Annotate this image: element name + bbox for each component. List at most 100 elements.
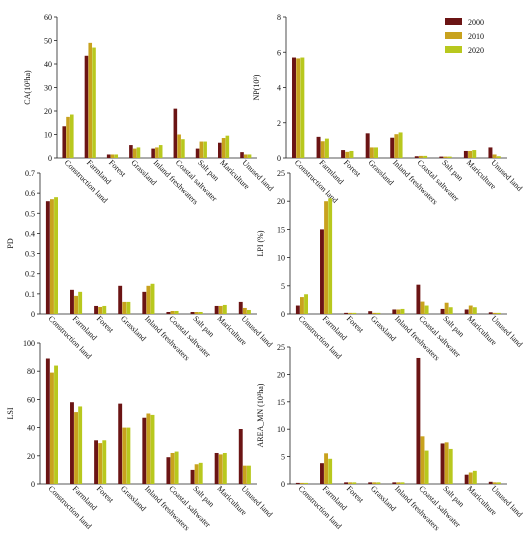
- bar-2000: [439, 156, 444, 158]
- bar-2000: [166, 457, 171, 484]
- bar-2010: [50, 372, 54, 484]
- bar-2020: [70, 114, 74, 158]
- bar-2010: [348, 312, 353, 314]
- bar-2020: [423, 155, 428, 158]
- category-label: Inland freshwaters: [143, 314, 191, 362]
- bar-2000: [416, 284, 421, 314]
- y-tick-label: 100: [23, 339, 35, 348]
- bar-2020: [126, 301, 131, 314]
- y-tick-label: 0.7: [25, 169, 35, 178]
- bar-2010: [146, 413, 151, 484]
- y-tick-label: 80: [27, 367, 35, 376]
- bar-2020: [472, 307, 477, 314]
- bar-2000: [316, 136, 321, 158]
- category-label: Construction land: [293, 158, 340, 205]
- bar-2010: [345, 151, 350, 158]
- y-axis-label: LSI: [6, 407, 15, 419]
- bar-2020: [496, 156, 501, 158]
- bar-2020: [472, 470, 477, 484]
- bar-2010: [242, 465, 247, 484]
- bar-2010: [320, 141, 325, 158]
- bar-2010: [324, 453, 329, 484]
- bar-2010: [98, 443, 103, 484]
- bar-2010: [122, 427, 127, 484]
- bar-2020: [496, 312, 501, 314]
- bar-2020: [247, 154, 252, 158]
- bar-2010: [66, 116, 70, 158]
- y-tick-label: 0: [281, 480, 285, 489]
- y-tick-label: 0.6: [25, 189, 35, 198]
- bar-2000: [70, 289, 74, 314]
- y-tick-label: 0: [31, 480, 35, 489]
- bar-2010: [110, 154, 115, 158]
- bar-2020: [304, 482, 308, 484]
- bar-2010: [218, 305, 223, 314]
- bar-2020: [304, 294, 308, 314]
- bar-2010: [372, 482, 377, 484]
- bar-2020: [150, 414, 155, 484]
- bar-2020: [448, 448, 453, 484]
- bar-2010: [418, 155, 423, 158]
- category-label: Construction land: [47, 314, 94, 361]
- y-tick-label: 25: [277, 169, 285, 178]
- bar-2000: [414, 156, 419, 158]
- bar-2000: [488, 481, 493, 484]
- bar-2000: [292, 57, 296, 158]
- y-tick-label: 15: [277, 225, 285, 234]
- bar-2000: [195, 148, 200, 158]
- bar-2010: [218, 454, 223, 484]
- y-tick-label: 60: [44, 13, 52, 22]
- bar-2000: [62, 126, 67, 158]
- bar-2020: [472, 150, 477, 158]
- legend-label: 2020: [468, 46, 484, 55]
- bar-2010: [443, 156, 448, 158]
- bar-2020: [203, 141, 207, 158]
- bar-2010: [146, 285, 151, 314]
- bar-2020: [78, 406, 83, 484]
- y-tick-label: 0.2: [25, 270, 35, 279]
- bar-2010: [372, 312, 377, 314]
- bar-2000: [440, 308, 445, 314]
- bar-2010: [468, 472, 473, 484]
- bar-2010: [324, 201, 329, 314]
- bar-2020: [400, 482, 405, 484]
- category-label: Forest: [342, 158, 363, 179]
- bar-2020: [246, 465, 251, 484]
- bar-2000: [488, 147, 493, 158]
- bar-2010: [170, 452, 175, 484]
- bar-2020: [54, 365, 58, 484]
- bar-2020: [300, 57, 305, 158]
- bar-2010: [394, 134, 399, 158]
- y-axis-label: NP(10³): [252, 74, 261, 100]
- bar-2020: [349, 150, 354, 158]
- bar-2020: [324, 138, 329, 158]
- y-tick-label: 0.5: [25, 209, 35, 218]
- legend-swatch-2020: [445, 46, 462, 53]
- y-axis-label: AREA_MN (10³ha): [256, 383, 265, 447]
- bar-2000: [368, 311, 373, 314]
- legend-label: 2010: [468, 32, 484, 41]
- bar-2000: [218, 142, 222, 158]
- bar-2020: [198, 462, 203, 484]
- y-axis-label: PD: [6, 238, 15, 248]
- bar-2000: [240, 152, 244, 158]
- bar-2010: [155, 147, 159, 158]
- y-tick-label: 5: [281, 282, 285, 291]
- y-tick-label: 0.1: [25, 290, 35, 299]
- y-tick-label: 20: [277, 197, 285, 206]
- y-tick-label: 0.3: [25, 250, 35, 259]
- bar-2000: [190, 311, 195, 314]
- category-label: Grassland: [119, 484, 148, 513]
- y-tick-label: 0.4: [25, 229, 35, 238]
- category-label: Inland freshwaters: [393, 484, 441, 532]
- bar-2010: [444, 442, 449, 484]
- bar-2020: [54, 197, 58, 314]
- bar-2020: [447, 156, 452, 158]
- bar-2000: [295, 482, 300, 484]
- bar-2020: [222, 452, 227, 484]
- bar-2010: [348, 482, 353, 484]
- bar-2000: [142, 291, 147, 314]
